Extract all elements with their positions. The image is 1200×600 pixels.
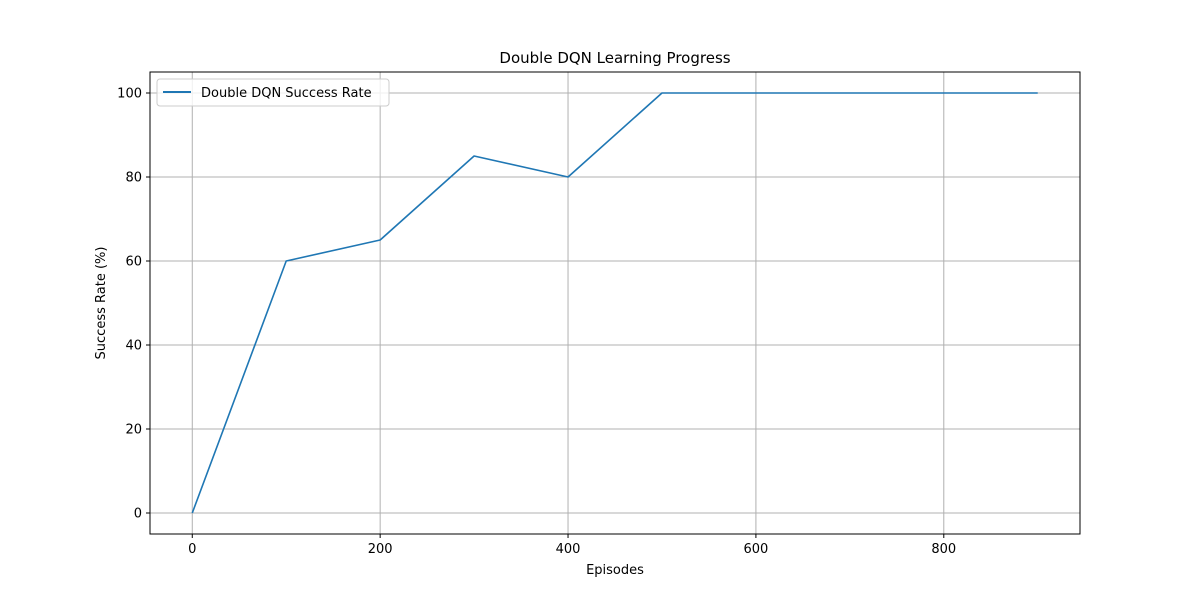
legend-box [156,78,390,107]
plot-frame [149,71,1081,535]
y-tick-label: 60 [125,255,142,270]
x-tick-label: 800 [931,542,956,557]
ticks: 0 200 400 600 800 0 20 40 60 80 100 [117,87,956,558]
y-tick-label: 0 [134,507,142,522]
x-tick-label: 200 [368,542,393,557]
x-tick-label: 0 [188,542,196,557]
legend: Double DQN Success Rate [156,78,390,107]
x-axis-label: Episodes [586,563,644,578]
series-line [191,92,1038,514]
series-layer [191,92,1038,514]
y-tick-label: 80 [125,171,142,186]
x-tick-label: 600 [743,542,768,557]
y-tick-label: 40 [125,339,142,354]
legend-entry-label: Double DQN Success Rate [201,86,372,101]
y-tick-label: 100 [117,87,142,102]
x-tick-label: 400 [556,542,581,557]
y-axis-label: Success Rate (%) [94,247,109,360]
y-tick-label: 20 [125,423,142,438]
chart-title: Double DQN Learning Progress [499,49,730,67]
